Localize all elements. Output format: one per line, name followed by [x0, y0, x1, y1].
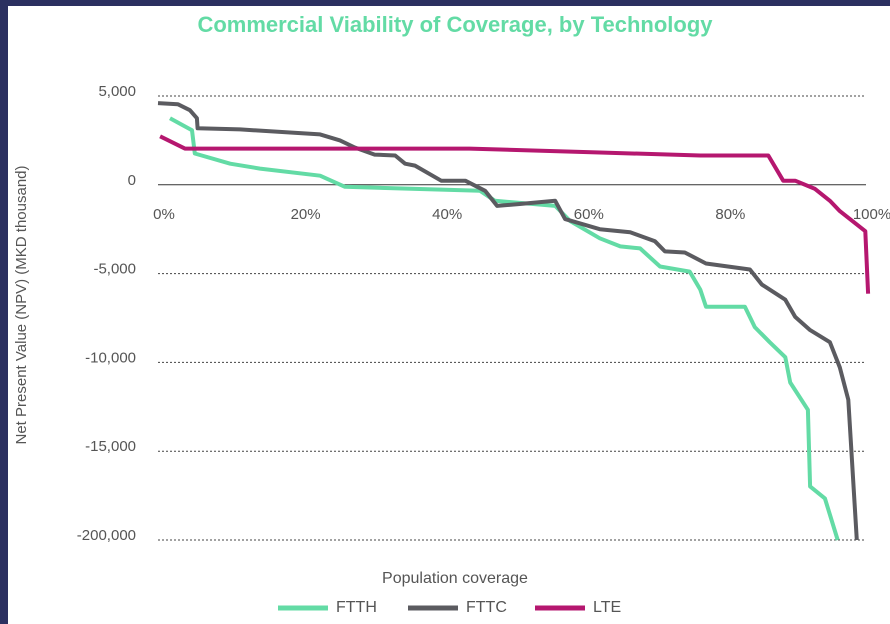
- x-tick-label: 40%: [432, 206, 462, 223]
- x-tick-label: 0%: [153, 206, 175, 223]
- chart-title: Commercial Viability of Coverage, by Tec…: [197, 12, 713, 37]
- series-line: [157, 101, 859, 541]
- y-tick-label: -15,000: [85, 438, 136, 455]
- y-tick-label: -5,000: [93, 261, 136, 278]
- x-tick-label: 80%: [715, 206, 745, 223]
- series-line: [169, 116, 840, 541]
- legend-label: FTTC: [466, 599, 507, 616]
- y-tick-label: -200,000: [77, 527, 136, 544]
- y-tick-label: 5,000: [98, 83, 136, 100]
- y-tick-label: -10,000: [85, 349, 136, 366]
- series-line: [159, 134, 871, 294]
- y-tick-label: 0: [128, 172, 136, 189]
- legend-label: LTE: [593, 599, 621, 616]
- y-axis-label: Net Present Value (NPV) (MKD thousand): [13, 165, 30, 444]
- panel: [8, 6, 890, 624]
- legend-label: FTTH: [336, 599, 377, 616]
- x-tick-label: 100%: [853, 206, 890, 223]
- x-tick-label: 60%: [574, 206, 604, 223]
- x-axis-label: Population coverage: [382, 570, 528, 587]
- x-tick-label: 20%: [291, 206, 321, 223]
